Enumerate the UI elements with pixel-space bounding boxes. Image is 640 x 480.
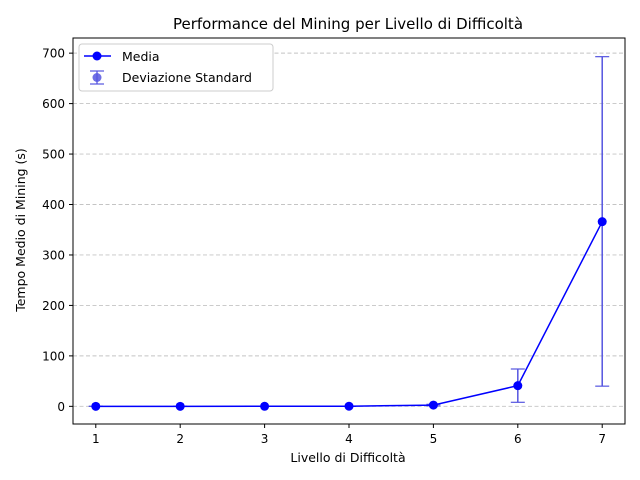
x-tick-label: 6: [514, 432, 522, 446]
y-tick-label: 200: [42, 299, 65, 313]
y-tick-label: 100: [42, 349, 65, 363]
data-point: [91, 401, 101, 411]
data-point: [175, 401, 185, 411]
legend-error-marker: [92, 73, 102, 82]
y-tick-label: 700: [42, 47, 65, 61]
y-tick-label: 0: [57, 400, 65, 414]
legend-error-swatch: [90, 70, 104, 85]
x-axis-label: Livello di Difficoltà: [290, 450, 405, 465]
chart-title: Performance del Mining per Livello di Di…: [173, 15, 523, 33]
axis-ticks: 0 100 200 300 400 500 600 700 1 2 3 4 5 6 7: [42, 47, 606, 446]
data-point: [344, 401, 354, 411]
legend: Media Deviazione Standard: [78, 43, 274, 92]
x-tick-label: 1: [92, 432, 100, 446]
legend-box: [78, 43, 274, 92]
legend-label-std: Deviazione Standard: [122, 70, 252, 85]
y-tick-label: 400: [42, 198, 65, 212]
data-points: [91, 217, 607, 411]
data-point: [513, 381, 523, 391]
data-point: [260, 401, 270, 411]
legend-marker-swatch: [92, 51, 102, 61]
legend-label-mean: Media: [122, 49, 160, 64]
y-axis-label: Tempo Medio di Mining (s): [13, 148, 28, 313]
x-tick-label: 5: [430, 432, 438, 446]
x-tick-label: 7: [598, 432, 606, 446]
x-tick-label: 4: [345, 432, 353, 446]
data-point: [597, 217, 607, 227]
y-tick-label: 300: [42, 248, 65, 262]
y-tick-label: 600: [42, 97, 65, 111]
x-tick-label: 2: [176, 432, 184, 446]
y-tick-label: 500: [42, 148, 65, 162]
x-tick-label: 3: [261, 432, 269, 446]
data-point: [428, 400, 438, 410]
